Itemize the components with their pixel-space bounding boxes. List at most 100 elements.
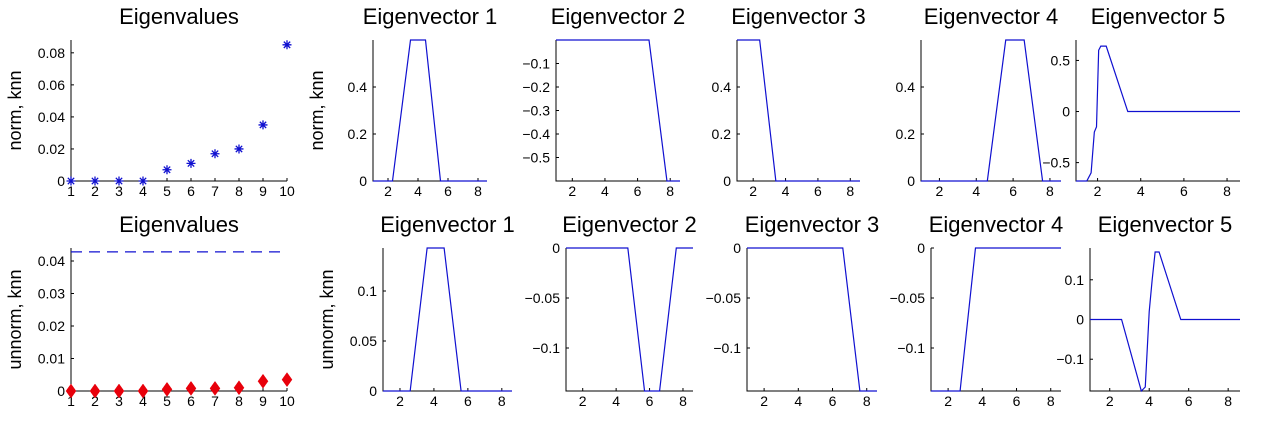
y-tick-label: −0.3 — [522, 103, 550, 119]
y-axis-label: norm, knn — [307, 70, 327, 150]
chart-title: Eigenvector 2 — [562, 212, 697, 237]
x-tick-label: 6 — [187, 183, 195, 199]
data-point — [113, 383, 125, 399]
axes-frame — [70, 248, 287, 392]
x-tick-label: 6 — [464, 393, 472, 409]
x-tick-label: 2 — [396, 393, 404, 409]
y-tick-label: 0.4 — [896, 79, 916, 95]
x-tick-label: 6 — [1180, 183, 1188, 199]
y-tick-label: 0 — [917, 240, 925, 256]
axes-frame — [1075, 40, 1240, 182]
subplot-12: Eigenvector 5 2 4 6 8 −0.1 0 0.1 — [1056, 212, 1240, 409]
x-tick-label: 1 — [67, 393, 75, 409]
y-tick-label: 0 — [57, 383, 65, 399]
subplot-5: Eigenvector 4 2 4 6 8 0 0.2 0.4 — [896, 4, 1061, 199]
x-tick-label: 8 — [1224, 393, 1232, 409]
chart-title: Eigenvector 3 — [731, 4, 866, 29]
axes-frame — [372, 40, 487, 182]
data-point — [161, 381, 173, 397]
x-tick-label: 4 — [414, 183, 422, 199]
x-tick-label: 8 — [1223, 183, 1231, 199]
data-point — [89, 383, 101, 399]
y-tick-label: −0.1 — [1056, 351, 1084, 367]
axes-frame — [736, 40, 860, 182]
data-line — [1076, 45, 1240, 182]
data-point — [234, 144, 244, 154]
data-line — [921, 39, 1061, 182]
x-tick-label: 10 — [279, 393, 295, 409]
data-line — [566, 247, 693, 392]
subplot-2: Eigenvector 1 norm, knn 2 4 6 8 0 0.2 0.4 — [307, 4, 497, 199]
chart-title: Eigenvalues — [119, 212, 239, 237]
data-line — [737, 39, 860, 182]
data-point — [66, 176, 76, 186]
x-tick-label: 6 — [1009, 183, 1017, 199]
data-line — [1090, 251, 1240, 393]
y-tick-label: 0.02 — [38, 318, 65, 334]
y-tick-label: 0 — [57, 173, 65, 189]
y-tick-label: 0 — [552, 240, 560, 256]
axes-frame — [1089, 248, 1240, 392]
x-tick-label: 8 — [474, 183, 482, 199]
x-tick-label: 8 — [498, 393, 506, 409]
y-tick-label: 0.1 — [1065, 272, 1085, 288]
x-tick-label: 4 — [139, 183, 147, 199]
axes-frame — [70, 40, 287, 182]
y-tick-label: 0 — [1062, 104, 1070, 120]
y-tick-label: −0.1 — [713, 340, 741, 356]
subplot-4: Eigenvector 3 2 4 6 8 0 0.2 0.4 — [712, 4, 866, 199]
data-point — [209, 380, 221, 396]
x-tick-label: 3 — [115, 183, 123, 199]
x-tick-label: 4 — [782, 183, 790, 199]
y-tick-label: 0.4 — [348, 79, 368, 95]
x-tick-label: 2 — [91, 183, 99, 199]
subplot-9: Eigenvector 2 2 4 6 8 −0.1 −0.05 0 — [525, 212, 697, 409]
data-point — [257, 373, 269, 389]
y-tick-label: −0.1 — [532, 340, 560, 356]
x-tick-label: 5 — [163, 393, 171, 409]
x-tick-label: 3 — [115, 393, 123, 409]
subplot-3: Eigenvector 2 2 4 6 8 −0.5 −0.4 −0.3 −0.2 −0.1 — [522, 4, 685, 199]
y-tick-label: 0 — [907, 173, 915, 189]
y-tick-label: −0.05 — [706, 290, 742, 306]
x-tick-label: 4 — [612, 393, 620, 409]
data-point — [137, 383, 149, 399]
x-tick-label: 2 — [749, 183, 757, 199]
data-point — [90, 176, 100, 186]
x-tick-label: 6 — [444, 183, 452, 199]
y-axis-label: unnorm, knn — [5, 269, 25, 369]
data-line — [373, 39, 487, 182]
data-line — [931, 247, 1061, 392]
x-tick-label: 8 — [846, 183, 854, 199]
axes-frame — [382, 248, 512, 392]
data-point — [185, 380, 197, 396]
x-tick-label: 4 — [978, 393, 986, 409]
y-tick-label: −0.1 — [897, 340, 925, 356]
x-tick-label: 10 — [279, 183, 295, 199]
y-tick-label: −0.05 — [525, 290, 561, 306]
x-tick-label: 4 — [601, 183, 609, 199]
y-tick-label: 0 — [733, 240, 741, 256]
y-tick-label: 0.01 — [38, 351, 65, 367]
chart-title: Eigenvector 1 — [380, 212, 515, 237]
x-tick-label: 4 — [430, 393, 438, 409]
x-tick-label: 2 — [579, 393, 587, 409]
y-tick-label: 0.04 — [38, 109, 65, 125]
y-axis-label: norm, knn — [5, 70, 25, 150]
data-point — [162, 165, 172, 175]
chart-title: Eigenvalues — [119, 4, 239, 29]
x-tick-label: 2 — [1094, 183, 1102, 199]
x-tick-label: 7 — [211, 393, 219, 409]
axes-frame — [930, 248, 1061, 392]
chart-title: Eigenvector 4 — [929, 212, 1064, 237]
chart-title: Eigenvector 5 — [1098, 212, 1233, 237]
axes-frame — [746, 248, 877, 392]
y-tick-label: 0.2 — [348, 126, 368, 142]
x-tick-label: 7 — [211, 183, 219, 199]
x-tick-label: 8 — [1046, 183, 1054, 199]
x-tick-label: 6 — [1013, 393, 1021, 409]
chart-title: Eigenvector 5 — [1091, 4, 1226, 29]
y-tick-label: −0.5 — [522, 150, 550, 166]
data-point — [282, 40, 292, 50]
